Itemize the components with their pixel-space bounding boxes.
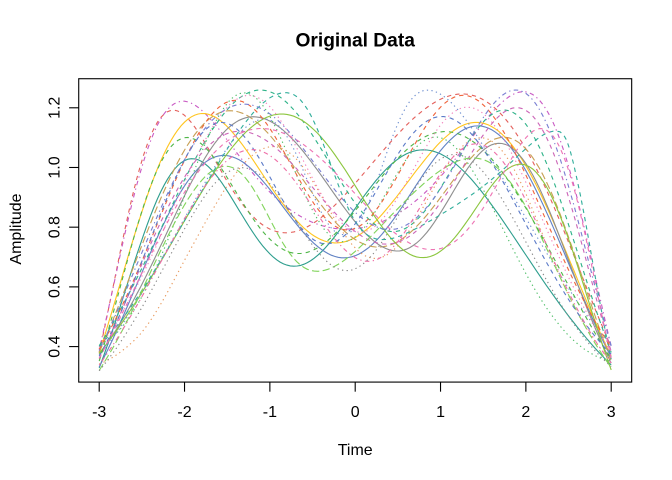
svg-text:0.6: 0.6 xyxy=(47,276,64,298)
svg-text:1: 1 xyxy=(436,404,445,421)
svg-text:2: 2 xyxy=(521,404,530,421)
svg-text:Amplitude: Amplitude xyxy=(8,193,25,264)
svg-text:3: 3 xyxy=(607,404,616,421)
svg-text:-3: -3 xyxy=(92,404,106,421)
svg-text:0.4: 0.4 xyxy=(47,335,64,357)
svg-text:-1: -1 xyxy=(263,404,277,421)
svg-text:Time: Time xyxy=(338,442,373,459)
svg-text:1.2: 1.2 xyxy=(47,97,64,119)
svg-text:0.8: 0.8 xyxy=(47,216,64,238)
svg-text:1.0: 1.0 xyxy=(47,156,64,178)
svg-text:-2: -2 xyxy=(177,404,191,421)
svg-text:Original Data: Original Data xyxy=(295,31,415,52)
svg-text:0: 0 xyxy=(351,404,360,421)
